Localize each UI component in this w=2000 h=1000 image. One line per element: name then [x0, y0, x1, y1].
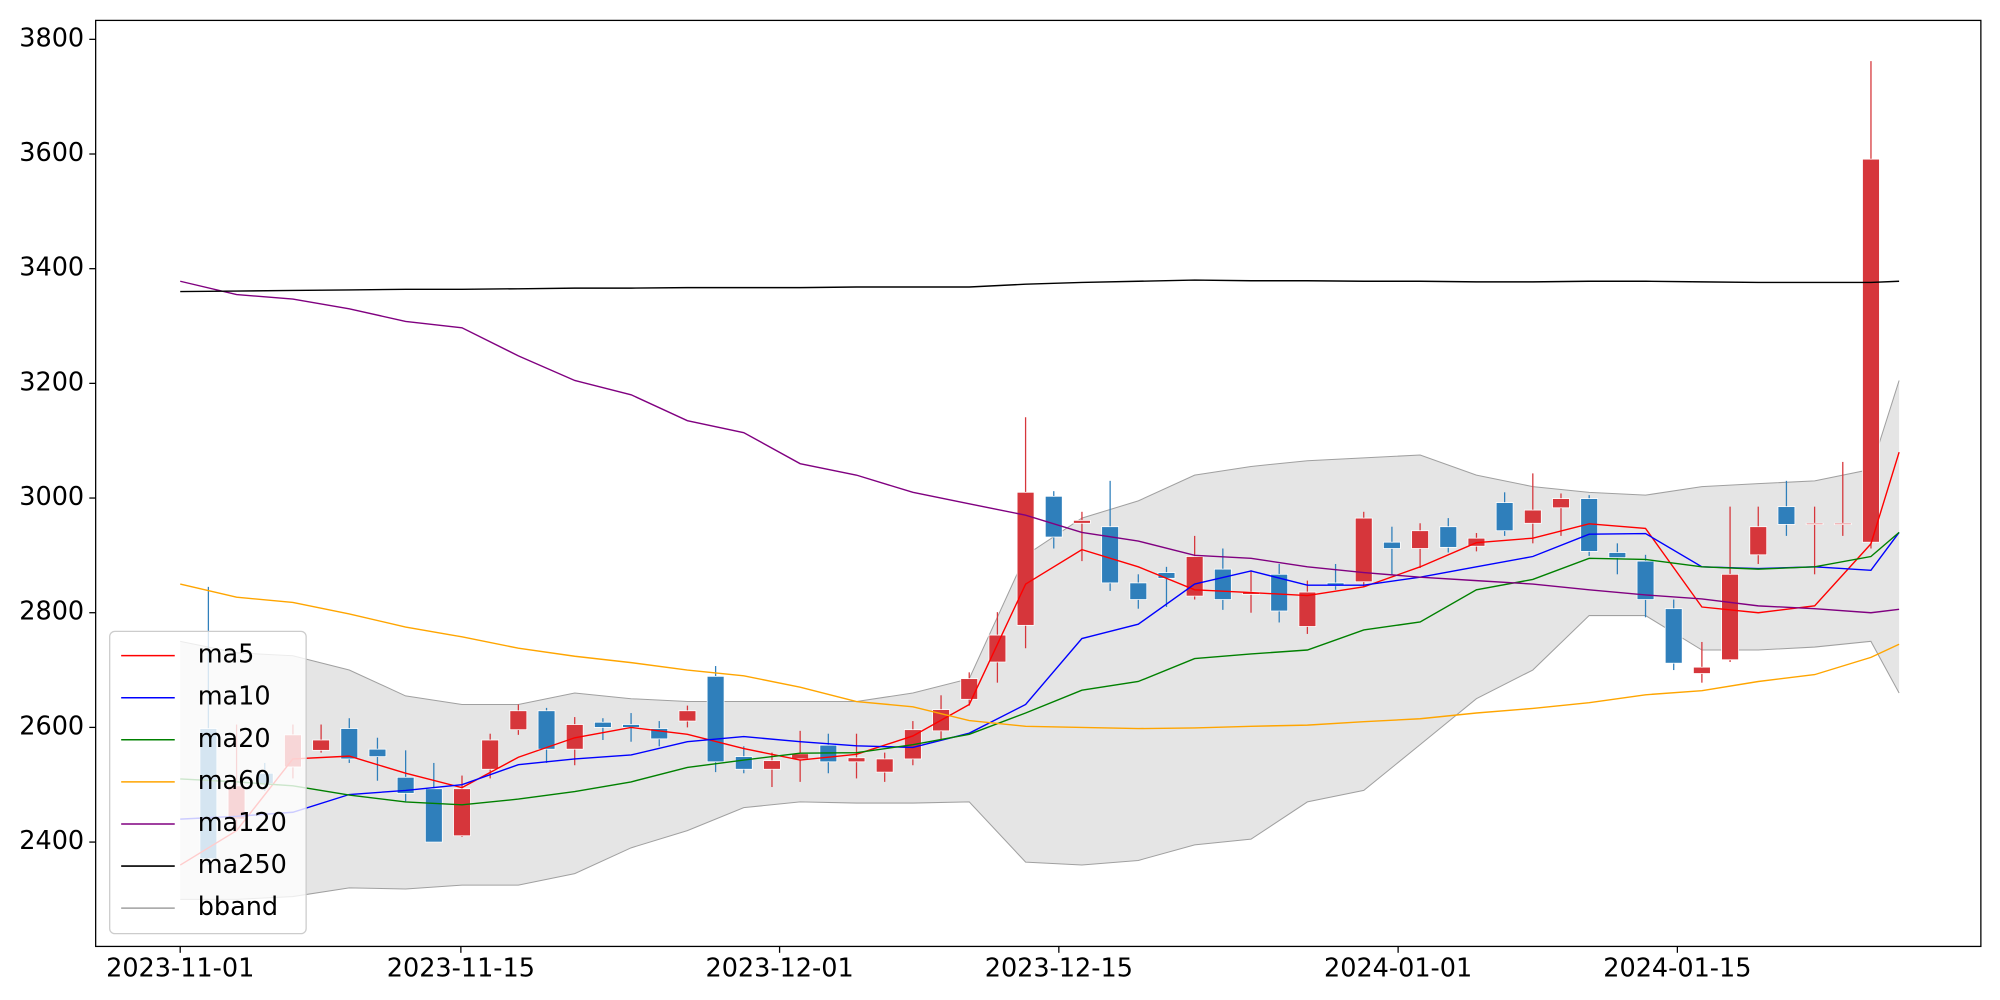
legend-label: ma120	[198, 808, 287, 838]
candle-body	[1721, 573, 1739, 661]
candle-body	[678, 710, 697, 722]
legend-label: ma60	[198, 766, 271, 796]
candle-body	[312, 739, 330, 751]
x-tick-label: 2023-11-15	[387, 953, 535, 983]
legend-label: ma20	[198, 724, 271, 754]
y-tick-label: 2400	[19, 826, 84, 856]
candle-body	[847, 757, 866, 763]
candle-body	[1101, 526, 1119, 584]
candle-body	[1862, 158, 1880, 543]
candle-body	[1411, 530, 1429, 549]
candle-body	[763, 760, 781, 770]
x-tick-label: 2023-12-01	[705, 953, 853, 983]
candle-body	[1044, 495, 1063, 538]
y-tick-label: 2600	[19, 711, 84, 741]
candle-body	[734, 756, 753, 770]
legend-label: ma5	[198, 640, 255, 670]
candle-body	[340, 728, 359, 760]
legend: ma5 ma10 ma20 ma60 ma120 ma250 bband	[109, 630, 307, 935]
candle-body	[1693, 666, 1711, 674]
legend-label: ma250	[198, 850, 287, 880]
y-tick-label: 2800	[19, 597, 84, 627]
candle-body	[1777, 506, 1796, 525]
candle-body	[1749, 526, 1768, 556]
y-tick-label: 3600	[19, 138, 84, 168]
ma-line	[180, 531, 1900, 806]
y-tick-label: 3800	[19, 23, 84, 53]
x-tick-label: 2024-01-15	[1603, 953, 1751, 983]
y-tick-label: 3400	[19, 253, 84, 283]
ma-line	[180, 280, 1900, 614]
candle-body	[537, 710, 556, 750]
candle-body	[988, 634, 1007, 663]
ma-line	[180, 583, 1900, 730]
candle-body	[1833, 522, 1852, 525]
candle-body	[481, 739, 500, 770]
candle-body	[1523, 509, 1542, 524]
x-tick-label: 2023-12-15	[985, 953, 1133, 983]
candle-body	[875, 758, 894, 773]
candle-body	[1016, 491, 1035, 626]
candle-body	[706, 675, 725, 763]
plot-frame	[95, 19, 1982, 948]
y-tick-label: 3000	[19, 482, 84, 512]
candle-body	[960, 678, 979, 700]
candle-body	[1298, 591, 1317, 627]
x-tick-label: 2023-11-01	[106, 953, 254, 983]
plot-area	[179, 61, 1900, 900]
legend-label: ma10	[198, 682, 271, 712]
candle-body	[424, 788, 443, 843]
candle-body	[1552, 498, 1570, 509]
candle-body	[1608, 552, 1627, 559]
x-tick-label: 2024-01-01	[1324, 953, 1472, 983]
legend-box	[109, 630, 307, 935]
candle-body	[1805, 522, 1824, 525]
candle-body	[1439, 526, 1458, 548]
candle-body	[509, 710, 528, 731]
candle-body	[1495, 502, 1514, 532]
candle-body	[594, 721, 612, 728]
bband-lower	[180, 615, 1900, 900]
ma-line	[179, 451, 1900, 866]
candle-body	[1383, 541, 1401, 549]
candle-body	[650, 728, 669, 740]
bband-area	[180, 380, 1900, 900]
candle-body	[1636, 560, 1655, 600]
candle-body	[1073, 520, 1091, 524]
ma-line	[180, 279, 1900, 293]
candle-body	[1129, 582, 1148, 600]
candle-body	[368, 748, 387, 758]
candle-body	[1214, 568, 1232, 600]
candle-body	[1270, 573, 1289, 612]
legend-label: bband	[198, 892, 278, 922]
candle-body	[1664, 608, 1683, 664]
candle-body	[1354, 517, 1373, 583]
y-tick-label: 3200	[19, 367, 84, 397]
candle-body	[453, 788, 471, 837]
ma-line	[180, 531, 1900, 820]
